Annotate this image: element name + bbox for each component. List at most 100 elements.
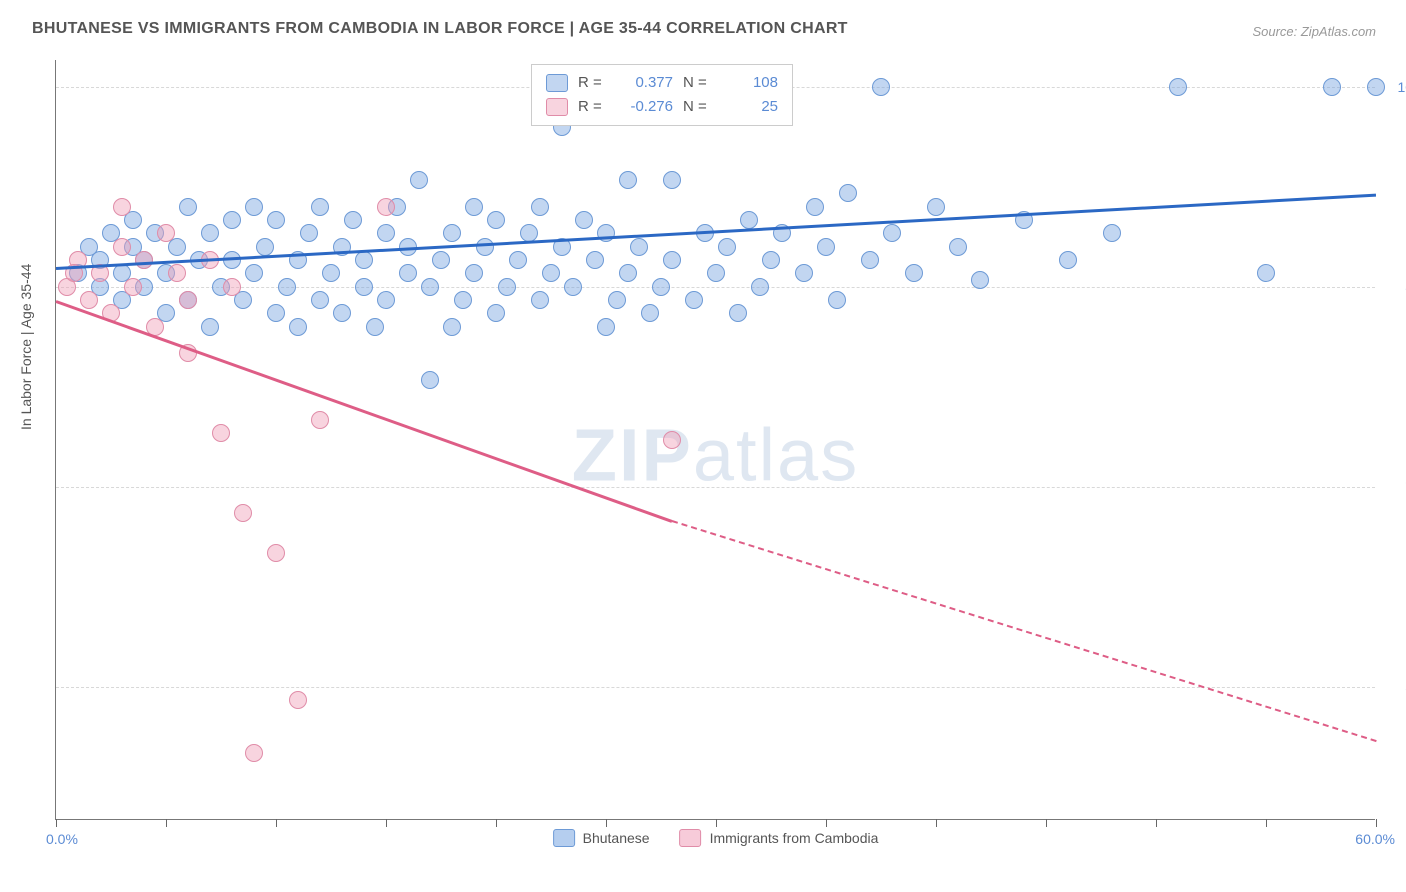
data-point <box>443 318 461 336</box>
data-point <box>586 251 604 269</box>
data-point <box>443 224 461 242</box>
data-point <box>432 251 450 269</box>
data-point <box>927 198 945 216</box>
data-point <box>619 171 637 189</box>
data-point <box>124 278 142 296</box>
data-point <box>806 198 824 216</box>
data-point <box>487 211 505 229</box>
watermark-bold: ZIP <box>572 413 693 496</box>
x-tick <box>166 819 167 827</box>
data-point <box>245 198 263 216</box>
x-tick <box>1156 819 1157 827</box>
data-point <box>289 691 307 709</box>
data-point <box>740 211 758 229</box>
data-point <box>245 264 263 282</box>
x-tick <box>606 819 607 827</box>
data-point <box>223 211 241 229</box>
swatch-cambodia <box>546 98 568 116</box>
r-label: R = <box>578 95 608 119</box>
data-point <box>1257 264 1275 282</box>
data-point <box>267 304 285 322</box>
data-point <box>1059 251 1077 269</box>
y-tick-label: 55.0% <box>1385 679 1406 695</box>
data-point <box>817 238 835 256</box>
gridline <box>56 687 1375 688</box>
series-legend: Bhutanese Immigrants from Cambodia <box>553 829 879 847</box>
source-label: Source: ZipAtlas.com <box>1252 24 1376 39</box>
r-value-bhutanese: 0.377 <box>618 71 673 95</box>
data-point <box>630 238 648 256</box>
chart-title: BHUTANESE VS IMMIGRANTS FROM CAMBODIA IN… <box>32 20 848 38</box>
gridline <box>56 487 1375 488</box>
data-point <box>542 264 560 282</box>
n-label: N = <box>683 95 713 119</box>
data-point <box>113 238 131 256</box>
y-axis-label: In Labor Force | Age 35-44 <box>18 264 34 430</box>
x-tick <box>276 819 277 827</box>
data-point <box>652 278 670 296</box>
x-tick <box>716 819 717 827</box>
data-point <box>476 238 494 256</box>
data-point <box>663 171 681 189</box>
data-point <box>322 264 340 282</box>
data-point <box>377 224 395 242</box>
data-point <box>256 238 274 256</box>
y-tick-label: 100.0% <box>1385 79 1406 95</box>
data-point <box>300 224 318 242</box>
legend-row-bhutanese: R = 0.377 N = 108 <box>546 71 778 95</box>
data-point <box>289 318 307 336</box>
x-tick <box>386 819 387 827</box>
data-point <box>861 251 879 269</box>
data-point <box>575 211 593 229</box>
data-point <box>168 264 186 282</box>
x-tick <box>1266 819 1267 827</box>
data-point <box>905 264 923 282</box>
data-point <box>1367 78 1385 96</box>
legend-row-cambodia: R = -0.276 N = 25 <box>546 95 778 119</box>
r-label: R = <box>578 71 608 95</box>
data-point <box>355 251 373 269</box>
data-point <box>454 291 472 309</box>
data-point <box>971 271 989 289</box>
x-tick <box>1046 819 1047 827</box>
data-point <box>399 264 417 282</box>
data-point <box>1169 78 1187 96</box>
data-point <box>311 198 329 216</box>
legend-swatch-cambodia <box>680 829 702 847</box>
legend-item-cambodia: Immigrants from Cambodia <box>680 829 879 847</box>
data-point <box>762 251 780 269</box>
x-tick <box>1376 819 1377 827</box>
data-point <box>872 78 890 96</box>
data-point <box>113 198 131 216</box>
data-point <box>839 184 857 202</box>
data-point <box>344 211 362 229</box>
data-point <box>135 251 153 269</box>
data-point <box>795 264 813 282</box>
watermark-light: atlas <box>693 413 859 496</box>
data-point <box>828 291 846 309</box>
y-tick-label: 70.0% <box>1385 479 1406 495</box>
data-point <box>366 318 384 336</box>
x-tick <box>936 819 937 827</box>
data-point <box>377 291 395 309</box>
data-point <box>949 238 967 256</box>
data-point <box>201 224 219 242</box>
r-value-cambodia: -0.276 <box>618 95 673 119</box>
data-point <box>487 304 505 322</box>
data-point <box>223 278 241 296</box>
data-point <box>751 278 769 296</box>
data-point <box>564 278 582 296</box>
data-point <box>509 251 527 269</box>
data-point <box>729 304 747 322</box>
data-point <box>608 291 626 309</box>
x-tick <box>56 819 57 827</box>
data-point <box>1323 78 1341 96</box>
data-point <box>333 304 351 322</box>
data-point <box>179 198 197 216</box>
data-point <box>355 278 373 296</box>
data-point <box>311 291 329 309</box>
data-point <box>883 224 901 242</box>
data-point <box>311 411 329 429</box>
data-point <box>201 318 219 336</box>
data-point <box>531 291 549 309</box>
